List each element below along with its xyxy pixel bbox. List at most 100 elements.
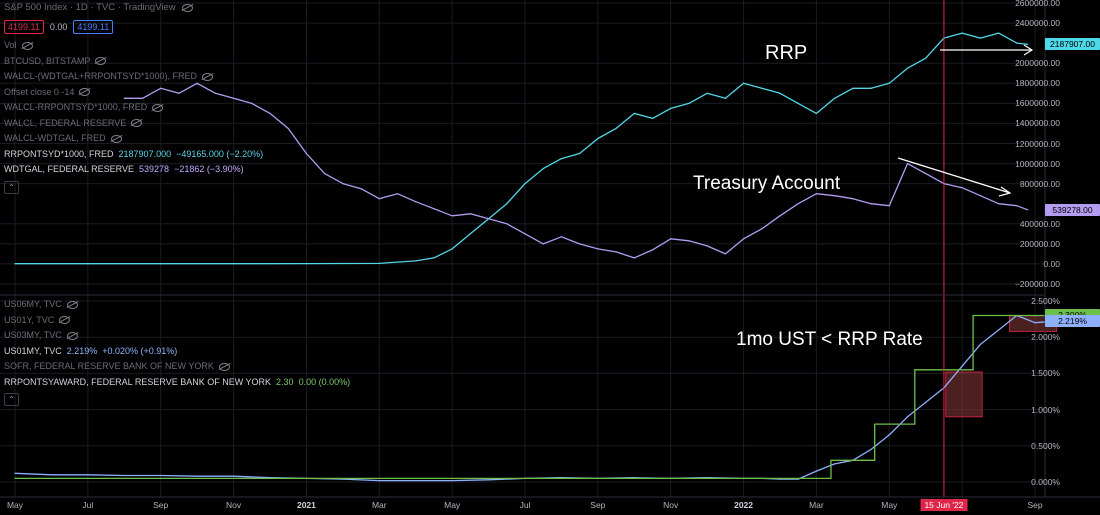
- data-point: [797, 203, 799, 205]
- x-tick-label: Nov: [663, 500, 679, 510]
- legend-item[interactable]: US06MY, TVC: [4, 297, 350, 313]
- data-point: [14, 263, 16, 265]
- data-point: [360, 188, 362, 190]
- legend-item-tga[interactable]: WDTGAL, FEDERAL RESERVE 539278 −21862 (−…: [4, 164, 244, 174]
- data-point: [633, 112, 635, 114]
- data-point: [451, 248, 453, 250]
- hide-eye-icon[interactable]: [21, 41, 33, 50]
- visibility-eye-icon[interactable]: [181, 3, 193, 12]
- data-point: [160, 263, 162, 265]
- hide-eye-icon[interactable]: [66, 300, 78, 309]
- data-point: [925, 401, 927, 403]
- hide-eye-icon[interactable]: [218, 362, 230, 371]
- data-point: [761, 87, 763, 89]
- data-point: [396, 193, 399, 195]
- data-point: [287, 127, 289, 130]
- data-point: [506, 223, 508, 225]
- data-point: [797, 102, 799, 104]
- data-point: [123, 97, 125, 99]
- legend-item[interactable]: WALCL, FEDERAL RESERVE: [4, 116, 263, 132]
- y-tick-label: 1600000.00: [1015, 98, 1060, 109]
- data-point: [251, 102, 253, 104]
- y-tick-label: 2400000.00: [1015, 18, 1060, 29]
- bid-price[interactable]: 4199.11: [4, 20, 44, 34]
- legend-item[interactable]: WALCL-RRPONTSYD*1000, FRED: [4, 100, 263, 116]
- data-point: [979, 195, 981, 197]
- data-point: [542, 167, 544, 170]
- legend-item[interactable]: US03MY, TVC: [4, 328, 350, 344]
- ask-price[interactable]: 4199.11: [73, 20, 114, 34]
- x-tick-label: Jul: [82, 500, 94, 510]
- data-point: [141, 97, 144, 99]
- data-point: [196, 82, 198, 84]
- annotation-rate: 1mo UST < RRP Rate: [736, 329, 923, 350]
- crosshair-date-label: 15 Jun '22: [920, 499, 968, 511]
- legend-item[interactable]: WALCL-(WDTGAL+RRPONTSYD*1000), FRED: [4, 69, 263, 85]
- legend-item[interactable]: BTCUSD, BITSTAMP: [4, 54, 263, 70]
- data-point: [615, 127, 617, 130]
- legend-item[interactable]: WALCL-WDTGAL, FRED: [4, 131, 263, 147]
- data-point: [914, 423, 916, 425]
- x-tick-label: Sep: [1027, 500, 1043, 510]
- data-point: [961, 187, 963, 189]
- data-point: [779, 92, 781, 94]
- data-point: [870, 87, 872, 89]
- data-point: [597, 137, 599, 140]
- y-tick-label: 1800000.00: [1015, 78, 1060, 89]
- data-point: [724, 253, 726, 255]
- data-point: [979, 343, 981, 346]
- data-point: [914, 369, 916, 371]
- x-tick-label: 2021: [296, 500, 316, 510]
- data-point: [14, 477, 16, 479]
- y-tick-label: 2.000%: [1031, 332, 1060, 343]
- hide-eye-icon[interactable]: [152, 103, 164, 112]
- y-tick-label: 2600000.00: [1015, 0, 1060, 8]
- legend-item[interactable]: US01Y, TVC: [4, 313, 350, 329]
- data-point: [906, 416, 909, 418]
- series-line-1-1[interactable]: [15, 314, 1057, 480]
- legend-item-rrp-award[interactable]: RRPONTSYAWARD, FEDERAL RESERVE BANK OF N…: [4, 376, 351, 387]
- legend-item-sofr[interactable]: SOFR, FEDERAL RESERVE BANK OF NEW YORK: [4, 359, 350, 375]
- x-tick-label: Mar: [371, 500, 387, 510]
- data-point: [706, 92, 708, 94]
- bottom-pane-legend: US06MY, TVC US01Y, TVC US03MY, TVC US01M…: [4, 297, 350, 406]
- y-tick-label: 200000.00: [1019, 238, 1060, 249]
- data-point: [888, 82, 890, 84]
- data-point: [852, 87, 854, 89]
- legend-item[interactable]: Offset close 0 -14: [4, 85, 263, 101]
- data-point: [415, 479, 417, 482]
- data-point: [979, 37, 981, 39]
- legend-item-us01my[interactable]: US01MY, TVC 2.219% +0.020% (+0.91%): [4, 345, 178, 356]
- y-tick-label: 1.500%: [1031, 368, 1060, 379]
- data-point: [232, 475, 235, 477]
- data-point: [1016, 42, 1018, 44]
- hide-eye-icon[interactable]: [79, 88, 91, 97]
- collapse-legend-button[interactable]: ⌃: [4, 180, 19, 194]
- data-point: [433, 208, 435, 210]
- hide-eye-icon[interactable]: [95, 57, 107, 66]
- data-point: [852, 198, 854, 200]
- symbol-header: S&P 500 Index · 1D · TVC · TradingView: [4, 2, 193, 13]
- hide-eye-icon[interactable]: [201, 72, 213, 81]
- y-tick-label: 0.000%: [1031, 477, 1060, 487]
- data-point: [997, 329, 1000, 331]
- data-point: [670, 238, 672, 240]
- data-point: [997, 32, 1000, 34]
- data-point: [378, 262, 380, 265]
- hide-eye-icon[interactable]: [66, 331, 78, 340]
- x-tick-label: Nov: [226, 500, 242, 510]
- data-point: [961, 365, 963, 367]
- hide-eye-icon[interactable]: [110, 134, 122, 143]
- legend-item-rrp[interactable]: RRPONTSYD*1000, FRED 2187907.000 −49165.…: [4, 148, 264, 159]
- data-point: [972, 314, 974, 317]
- legend-item[interactable]: Vol: [4, 38, 263, 54]
- data-point: [196, 475, 198, 477]
- symbol-title[interactable]: S&P 500 Index · 1D · TVC · TradingView: [4, 2, 176, 13]
- collapse-legend-button[interactable]: ⌃: [4, 393, 19, 406]
- hide-eye-icon[interactable]: [131, 119, 143, 128]
- data-point: [815, 470, 818, 472]
- data-point: [1016, 205, 1018, 207]
- last-value-tag: 539278.00: [1045, 203, 1100, 216]
- hide-eye-icon[interactable]: [59, 316, 71, 325]
